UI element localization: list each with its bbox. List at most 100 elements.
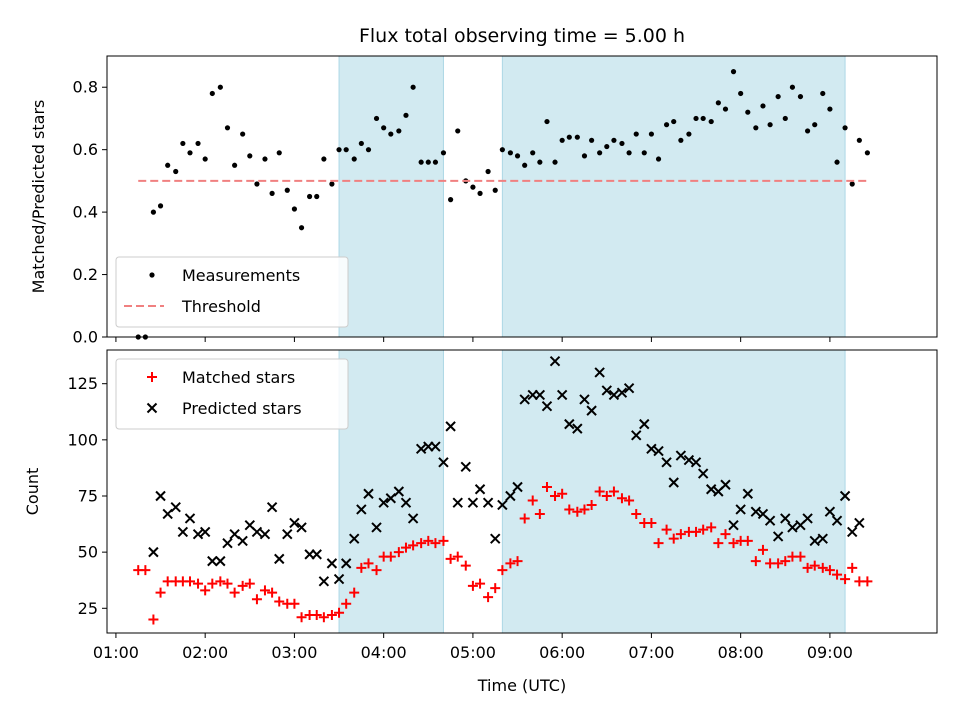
measurements-point (856, 137, 862, 143)
measurements-point (358, 140, 364, 147)
predicted-stars-point (467, 497, 479, 508)
matched-stars-point (698, 524, 709, 535)
matched-stars-point (586, 499, 597, 510)
predicted-stars-point (735, 504, 746, 515)
measurements-point (611, 137, 617, 143)
measurements-point (574, 134, 580, 140)
measurements-point (522, 162, 528, 168)
matched-stars-point (594, 486, 605, 497)
predicted-stars-point (452, 497, 463, 508)
predicted-stars-point (608, 389, 620, 401)
measurements-point (440, 150, 447, 156)
measurements-point (499, 147, 505, 153)
matched-stars-point (311, 610, 322, 621)
predicted-stars-point (274, 553, 285, 565)
predicted-stars-point (601, 385, 612, 396)
measurements-point (753, 125, 759, 131)
measurements-point (745, 109, 751, 115)
matched-stars-point (653, 538, 664, 549)
matched-stars-point (527, 495, 538, 506)
y-tick-label: 100 (67, 430, 98, 449)
top-data-marks (135, 69, 870, 340)
matched-stars-point (802, 562, 813, 573)
measurements-point (276, 150, 282, 156)
y-tick-label: 0.8 (73, 78, 98, 97)
y-tick-label: 0.2 (73, 265, 98, 284)
measurements-point (173, 168, 179, 175)
x-tick-label: 09:00 (807, 643, 853, 662)
measurements-point (589, 137, 595, 143)
matched-stars-point (691, 526, 702, 537)
predicted-stars-point (824, 506, 836, 517)
measurements-point (150, 209, 157, 215)
predicted-stars-point (497, 499, 508, 511)
predicted-stars-point (237, 535, 248, 547)
matched-stars-point (222, 578, 233, 589)
x-axis-ticks: 01:00 02:00 03:00 04:00 05:00 06:00 07:00 08:00… (93, 643, 853, 662)
predicted-stars-point (207, 555, 218, 567)
measurements-point (381, 125, 387, 131)
matched-stars-point (371, 565, 382, 576)
matched-stars-point (185, 576, 195, 587)
matched-stars-point (505, 558, 516, 569)
measurements-point (849, 181, 855, 187)
matched-stars-point (534, 508, 545, 519)
predicted-stars-point (318, 576, 330, 587)
x-tick-label: 08:00 (718, 643, 764, 662)
measurements-point (804, 128, 811, 134)
predicted-stars-point (192, 528, 204, 540)
predicted-stars-point (474, 484, 486, 495)
matched-stars-point (215, 576, 226, 587)
y-tick-label: 50 (78, 543, 98, 562)
matched-stars-point (207, 578, 218, 589)
measurements-point (195, 140, 201, 147)
measurements-point (537, 159, 543, 165)
bottom-axis-ticks: 25 50 75 100 125 (67, 374, 831, 638)
y-tick-label: 0.6 (73, 140, 98, 159)
x-tick-label: 07:00 (628, 643, 674, 662)
measurements-point (760, 103, 766, 109)
matched-stars-point (445, 553, 456, 564)
measurements-point (306, 193, 313, 200)
predicted-stars-point (564, 418, 575, 430)
measurements-point (514, 153, 521, 159)
measurements-point (217, 84, 223, 90)
predicted-stars-point (631, 430, 642, 441)
predicted-stars-point (661, 457, 672, 468)
matched-stars-point (200, 585, 211, 596)
measurements-point (209, 90, 215, 97)
measurements-point (396, 128, 402, 134)
y-tick-label: 125 (67, 374, 98, 393)
matched-stars-point (706, 522, 717, 533)
predicted-stars-point (750, 506, 762, 517)
predicted-stars-point (556, 389, 568, 401)
predicted-stars-point (728, 519, 739, 531)
predicted-stars-point (742, 488, 754, 499)
predicted-stars-point (697, 468, 709, 479)
measurements-point (678, 137, 684, 143)
measurements-point (789, 84, 796, 90)
matched-stars-point (675, 529, 686, 540)
matched-stars-point (356, 562, 367, 573)
bottom-data-marks (133, 357, 873, 625)
matched-stars-point (193, 578, 204, 589)
measurements-point (775, 93, 781, 100)
measurements-point (224, 125, 231, 131)
predicted-stars-point (371, 522, 382, 533)
matched-stars-point (579, 504, 590, 515)
measurements-point (240, 131, 246, 137)
matched-stars-point (541, 482, 552, 493)
measurements-point (180, 140, 186, 147)
measurements-point (425, 159, 431, 165)
measurements-point (187, 150, 193, 156)
matched-stars-point (408, 540, 419, 551)
measurements-point (641, 150, 647, 156)
predicted-stars-point (616, 387, 628, 398)
matched-stars-point (564, 504, 575, 515)
measurements-point (365, 147, 372, 153)
predicted-stars-point (705, 484, 717, 495)
predicted-stars-point (646, 443, 657, 455)
y-tick-label: 0.4 (73, 203, 98, 222)
predicted-stars-point (415, 443, 427, 455)
